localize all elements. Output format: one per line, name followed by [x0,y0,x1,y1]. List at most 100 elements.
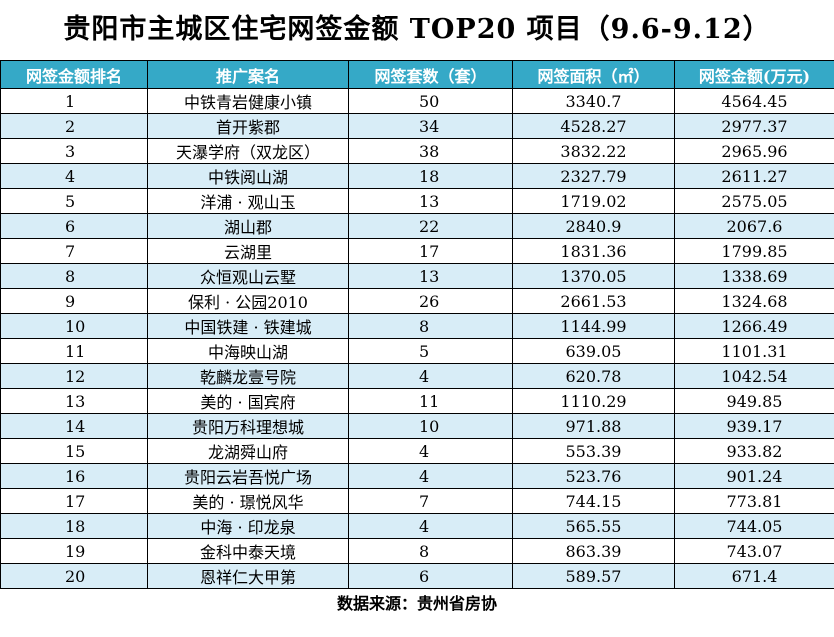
cell-units: 8 [348,538,513,564]
cell-units: 4 [348,463,513,489]
cell-amount: 743.07 [674,538,834,564]
data-source: 数据来源：贵州省房协 [336,594,497,613]
table-row: 2 首开紫郡 34 4528.27 2977.37 [0,113,834,139]
cell-area: 2661.53 [512,288,675,314]
header-units: 网签套数（套） [348,60,513,89]
cell-rank: 9 [0,288,148,314]
header-area: 网签面积（㎡） [512,60,675,89]
cell-project-name: 美的 · 国宾府 [147,388,349,414]
cell-area: 1110.29 [512,388,675,414]
cell-area: 565.55 [512,513,675,539]
header-amount: 网签金额(万元) [674,60,834,89]
cell-project-name: 首开紫郡 [147,113,349,139]
cell-project-name: 中铁青岩健康小镇 [147,88,349,114]
cell-units: 17 [348,238,513,264]
cell-area: 3340.7 [512,88,675,114]
cell-units: 5 [348,338,513,364]
cell-units: 4 [348,363,513,389]
cell-units: 22 [348,213,513,239]
cell-amount: 939.17 [674,413,834,439]
table-row: 11 中海映山湖 5 639.05 1101.31 [0,338,834,364]
cell-amount: 4564.45 [674,88,834,114]
cell-project-name: 中海映山湖 [147,338,349,364]
cell-area: 589.57 [512,563,675,589]
cell-project-name: 龙湖舜山府 [147,438,349,464]
cell-project-name: 美的 · 璟悦风华 [147,488,349,514]
cell-amount: 1042.54 [674,363,834,389]
cell-units: 50 [348,88,513,114]
cell-units: 4 [348,513,513,539]
cell-rank: 12 [0,363,148,389]
table-body: 1 中铁青岩健康小镇 50 3340.7 4564.45 2 首开紫郡 34 4528.27 29… [0,88,834,589]
cell-area: 863.39 [512,538,675,564]
table-header-row: 网签金额排名 推广案名 网签套数（套） 网签面积（㎡） 网签金额(万元) [0,60,834,89]
cell-units: 38 [348,138,513,164]
cell-project-name: 湖山郡 [147,213,349,239]
cell-area: 3832.22 [512,138,675,164]
table-row: 19 金科中泰天境 8 863.39 743.07 [0,538,834,564]
cell-units: 6 [348,563,513,589]
cell-amount: 2977.37 [674,113,834,139]
cell-amount: 1101.31 [674,338,834,364]
table-row: 1 中铁青岩健康小镇 50 3340.7 4564.45 [0,88,834,114]
cell-units: 34 [348,113,513,139]
cell-project-name: 洋浦 · 观山玉 [147,188,349,214]
cell-project-name: 贵阳云岩吾悦广场 [147,463,349,489]
cell-project-name: 恩祥仁大甲第 [147,563,349,589]
cell-rank: 11 [0,338,148,364]
cell-project-name: 乾麟龙壹号院 [147,363,349,389]
cell-rank: 1 [0,88,148,114]
cell-units: 13 [348,263,513,289]
cell-units: 18 [348,163,513,189]
cell-rank: 19 [0,538,148,564]
cell-area: 523.76 [512,463,675,489]
table-row: 8 众恒观山云墅 13 1370.05 1338.69 [0,263,834,289]
cell-rank: 13 [0,388,148,414]
cell-rank: 20 [0,563,148,589]
cell-rank: 17 [0,488,148,514]
cell-area: 620.78 [512,363,675,389]
cell-area: 1831.36 [512,238,675,264]
cell-amount: 2965.96 [674,138,834,164]
cell-area: 1144.99 [512,313,675,339]
cell-area: 1370.05 [512,263,675,289]
table-row: 9 保利 · 公园2010 26 2661.53 1324.68 [0,288,834,314]
table-row: 10 中国铁建 · 铁建城 8 1144.99 1266.49 [0,313,834,339]
cell-units: 10 [348,413,513,439]
cell-project-name: 中国铁建 · 铁建城 [147,313,349,339]
table-row: 16 贵阳云岩吾悦广场 4 523.76 901.24 [0,463,834,489]
cell-amount: 901.24 [674,463,834,489]
cell-rank: 15 [0,438,148,464]
cell-area: 744.15 [512,488,675,514]
cell-project-name: 中铁阅山湖 [147,163,349,189]
cell-area: 2327.79 [512,163,675,189]
cell-rank: 2 [0,113,148,139]
table-row: 7 云湖里 17 1831.36 1799.85 [0,238,834,264]
cell-project-name: 天瀑学府（双龙区） [147,138,349,164]
cell-rank: 16 [0,463,148,489]
cell-amount: 671.4 [674,563,834,589]
cell-amount: 933.82 [674,438,834,464]
header-project-name: 推广案名 [147,60,349,89]
cell-units: 4 [348,438,513,464]
table-row: 17 美的 · 璟悦风华 7 744.15 773.81 [0,488,834,514]
table-row: 4 中铁阅山湖 18 2327.79 2611.27 [0,163,834,189]
table-row: 3 天瀑学府（双龙区） 38 3832.22 2965.96 [0,138,834,164]
cell-amount: 744.05 [674,513,834,539]
cell-units: 11 [348,388,513,414]
table-row: 15 龙湖舜山府 4 553.39 933.82 [0,438,834,464]
cell-amount: 2611.27 [674,163,834,189]
cell-area: 971.88 [512,413,675,439]
cell-amount: 2067.6 [674,213,834,239]
table-row: 12 乾麟龙壹号院 4 620.78 1042.54 [0,363,834,389]
ranking-table: 网签金额排名 推广案名 网签套数（套） 网签面积（㎡） 网签金额(万元) 1 中铁… [0,60,834,589]
cell-units: 8 [348,313,513,339]
table-row: 13 美的 · 国宾府 11 1110.29 949.85 [0,388,834,414]
cell-project-name: 贵阳万科理想城 [147,413,349,439]
cell-rank: 10 [0,313,148,339]
cell-area: 639.05 [512,338,675,364]
cell-rank: 8 [0,263,148,289]
cell-units: 7 [348,488,513,514]
cell-project-name: 金科中泰天境 [147,538,349,564]
cell-project-name: 保利 · 公园2010 [147,288,349,314]
